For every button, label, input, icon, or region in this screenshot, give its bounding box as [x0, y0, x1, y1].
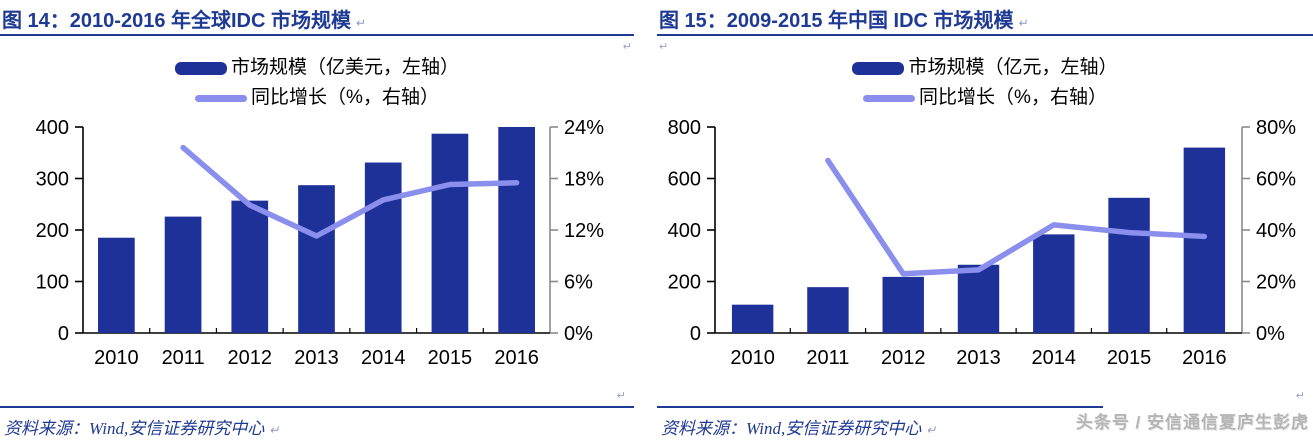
figure-14-panel: 图 14：2010-2016 年全球IDC 市场规模 ↵ ↵ 0 100 200 30… [0, 0, 634, 447]
svg-text:2011: 2011 [806, 347, 849, 369]
figure-14-source: ↵ 资料来源：Wind,安信证券研究中心 ↵ [0, 390, 634, 439]
svg-text:100: 100 [36, 272, 69, 294]
svg-text:2010: 2010 [730, 347, 775, 369]
svg-text:0: 0 [690, 323, 701, 345]
svg-text:2013: 2013 [956, 347, 1001, 369]
svg-text:2010: 2010 [94, 347, 139, 369]
svg-text:600: 600 [668, 169, 701, 191]
svg-text:40%: 40% [1256, 220, 1296, 242]
paragraph-return-icon: ↵ [356, 16, 367, 30]
svg-text:0%: 0% [1256, 323, 1285, 345]
svg-text:200: 200 [668, 272, 701, 294]
figure-15-title-text: 图 15：2009-2015 年中国 IDC 市场规模 [659, 10, 1014, 32]
svg-text:0%: 0% [564, 323, 593, 345]
source-text: 资料来源：Wind,安信证券研究中心 ↵ [661, 419, 937, 438]
svg-text:2015: 2015 [1107, 347, 1152, 369]
source-text: 资料来源：Wind,安信证券研究中心 ↵ [4, 419, 280, 438]
svg-text:60%: 60% [1256, 169, 1296, 191]
svg-text:80%: 80% [1256, 117, 1296, 139]
paragraph-return-icon: ↵ [1018, 16, 1029, 30]
svg-text:2013: 2013 [294, 347, 339, 369]
figure-14-chart-svg: 0 100 200 300 400 0% 6% 12% 18% 24% 2010 2011 2012 20… [36, 117, 605, 369]
svg-text:24%: 24% [564, 117, 604, 139]
svg-text:2014: 2014 [1032, 347, 1077, 369]
svg-text:0: 0 [58, 323, 69, 345]
figure-14-title: 图 14：2010-2016 年全球IDC 市场规模 ↵ [0, 0, 634, 36]
paragraph-return-icon: ↵ [1295, 390, 1305, 402]
svg-text:2014: 2014 [361, 347, 406, 369]
svg-text:400: 400 [668, 220, 701, 242]
paragraph-return-icon: ↵ [622, 41, 632, 53]
svg-text:18%: 18% [564, 169, 604, 191]
svg-text:12%: 12% [564, 220, 604, 242]
svg-text:2016: 2016 [494, 347, 539, 369]
svg-text:2012: 2012 [228, 347, 273, 369]
svg-text:20%: 20% [1256, 272, 1296, 294]
source-divider [657, 406, 1104, 408]
paragraph-return-icon: ↵ [269, 423, 280, 437]
figure-15-panel: 图 15：2009-2015 年中国 IDC 市场规模 ↵ ↵ 0 200 400 6… [657, 0, 1313, 447]
svg-text:200: 200 [36, 220, 69, 242]
figure-14-chart-area: 0 100 200 300 400 0% 6% 12% 18% 24% 2010 2011 2012 20… [0, 36, 634, 400]
svg-text:2016: 2016 [1182, 347, 1227, 369]
paragraph-return-icon: ↵ [659, 41, 669, 53]
paragraph-return-icon: ↵ [926, 423, 937, 437]
svg-text:300: 300 [36, 169, 69, 191]
svg-text:2012: 2012 [881, 347, 926, 369]
figure-15-title: 图 15：2009-2015 年中国 IDC 市场规模 ↵ [657, 0, 1313, 36]
watermark-text: 头条号 / 安信通信夏庐生彭虎 [1075, 413, 1309, 432]
source-divider [0, 406, 634, 408]
svg-text:6%: 6% [564, 272, 593, 294]
paragraph-return-icon: ↵ [616, 390, 626, 402]
svg-text:2011: 2011 [162, 347, 205, 369]
figure-14-title-text: 图 14：2010-2016 年全球IDC 市场规模 [2, 10, 352, 32]
svg-text:2015: 2015 [428, 347, 473, 369]
figure-15-chart-area: 0 200 400 600 800 0% 20% 40% 60% 80% 2010 2011 2012 2… [657, 36, 1313, 400]
svg-text:400: 400 [36, 117, 69, 139]
svg-text:800: 800 [668, 117, 701, 139]
figure-15-chart-svg: 0 200 400 600 800 0% 20% 40% 60% 80% 2010 2011 2012 2… [668, 117, 1297, 369]
figure-15-source: ↵ 资料来源：Wind,安信证券研究中心 ↵ 头条号 / 安信通信夏庐生彭虎 [657, 390, 1313, 439]
